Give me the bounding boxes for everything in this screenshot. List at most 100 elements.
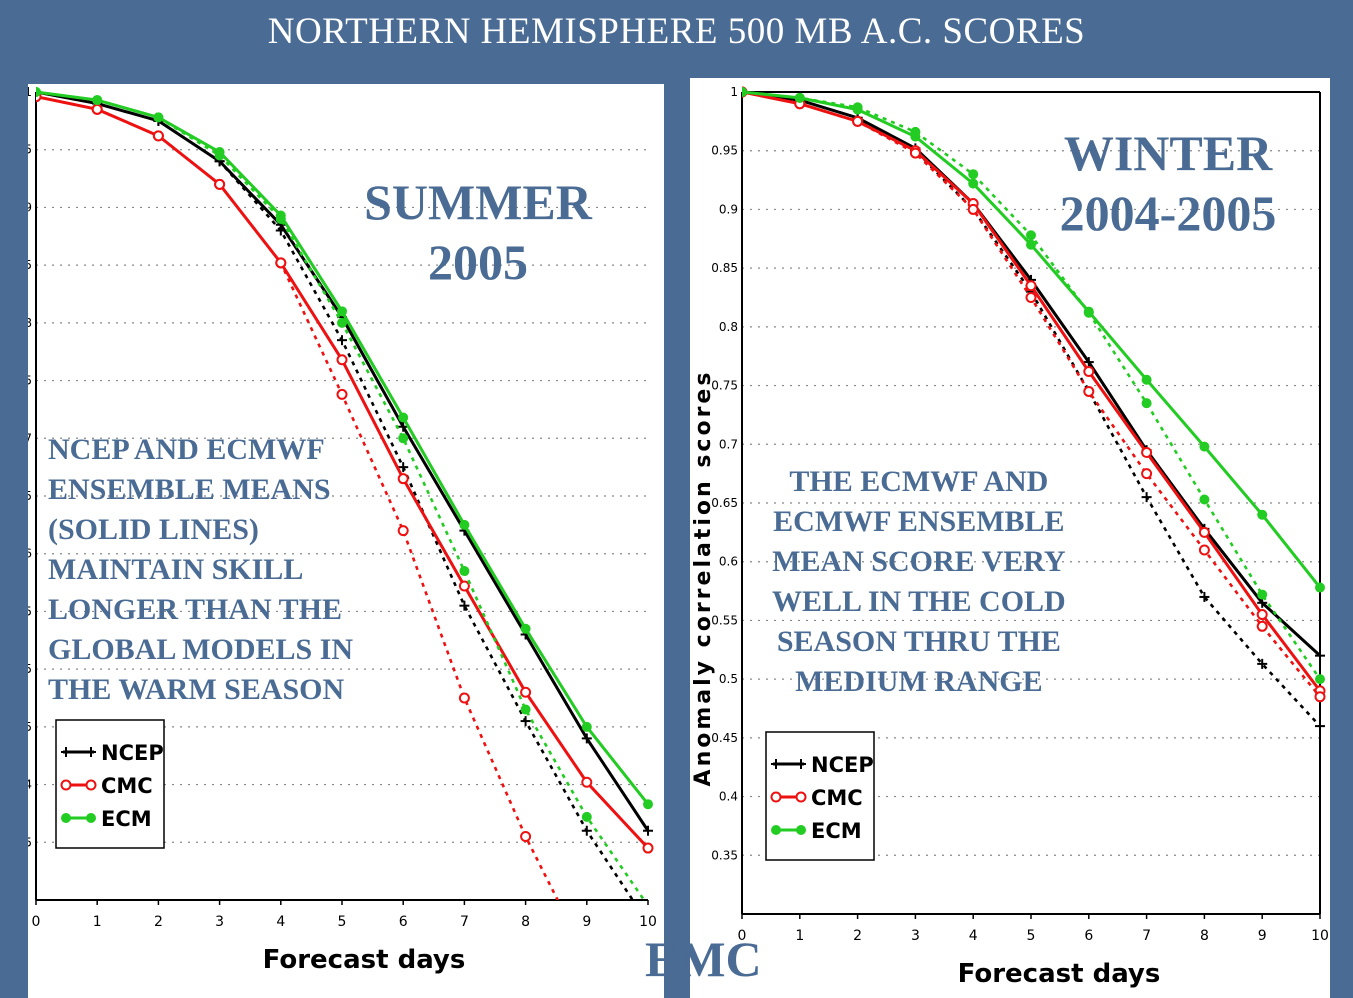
winter-xtick-label: 3 <box>911 928 920 944</box>
winter-ytick-label: 0.85 <box>711 261 738 275</box>
winter-point-ecm-solid <box>1199 441 1210 452</box>
winter-xtick-label: 9 <box>1258 928 1267 944</box>
summer-point-ecm-dotted <box>275 213 286 224</box>
winter-ytick-label: 0.6 <box>719 555 738 569</box>
summer-point-ncep-dotted <box>581 825 592 836</box>
winter-xtick-label: 10 <box>1311 928 1329 944</box>
summer-ytick-label: 0.55 <box>28 604 32 618</box>
winter-xtick-label: 1 <box>795 928 804 944</box>
summer-legend-marker-ncep <box>86 747 96 757</box>
summer-point-cmc-dotted <box>91 103 103 115</box>
summer-ytick-label: 0.95 <box>28 143 32 157</box>
winter-legend-label-ncep: NCEP <box>811 753 874 777</box>
summer-xtick-label: 4 <box>276 914 285 930</box>
winter-xtick-label: 7 <box>1142 928 1151 944</box>
summer-season-label-line2: 2005 <box>428 234 528 290</box>
summer-point-cmc-dotted <box>458 692 470 704</box>
winter-point-ecm-dotted <box>910 126 921 137</box>
summer-xtick-label: 8 <box>521 914 530 930</box>
summer-point-cmc-dotted <box>152 130 164 142</box>
winter-point-ecm-dotted <box>1257 589 1268 600</box>
summer-ytick-label: 0.65 <box>28 489 32 503</box>
summer-ytick-label: 0.5 <box>28 662 32 676</box>
summer-point-ncep-dotted <box>520 716 531 727</box>
winter-season-label: WINTER 2004-2005 <box>1038 123 1298 243</box>
summer-point-ncep-dotted <box>398 462 409 473</box>
summer-xtick-label: 1 <box>93 914 102 930</box>
winter-point-cmc-dotted <box>1025 292 1037 303</box>
summer-point-cmc-dotted <box>214 178 226 190</box>
winter-legend-marker-cmc <box>770 791 782 803</box>
summer-season-label-line1: SUMMER <box>364 174 592 230</box>
winter-point-ecm-solid <box>968 178 979 189</box>
summer-xtick-label: 7 <box>460 914 469 930</box>
summer-point-cmc-dotted <box>582 953 591 962</box>
summer-point-ncep-dotted <box>275 225 286 236</box>
winter-point-cmc-dotted <box>1141 468 1153 480</box>
summer-xtick-label: 3 <box>215 914 224 930</box>
winter-point-ecm-solid <box>1141 374 1152 385</box>
winter-point-ecm-dotted <box>1141 398 1152 409</box>
summer-xtick-label: 0 <box>32 914 41 930</box>
winter-point-ecm-dotted <box>1026 230 1036 241</box>
winter-chart-panel: 1 0.95 0.9 0.85 0.8 0.75 0.7 0.65 0.6 0.55 0.5 0.45… <box>690 78 1330 998</box>
summer-ytick-label: 0.4 <box>28 778 32 792</box>
winter-point-cmc-dotted <box>1256 620 1268 632</box>
slide-title: NORTHERN HEMISPHERE 500 MB A.C. SCORES <box>267 11 1086 52</box>
winter-point-ncep-solid <box>1315 650 1325 661</box>
summer-point-ecm-dotted <box>581 811 592 822</box>
winter-point-ncep-dotted <box>1141 492 1152 503</box>
summer-note: NCEP AND ECMWF ENSEMBLE MEANS (SOLID LIN… <box>48 433 354 706</box>
summer-ytick-label: 0.85 <box>28 258 32 272</box>
winter-legend-label-cmc: CMC <box>811 786 863 810</box>
winter-point-ecm-dotted <box>1083 307 1094 318</box>
emc-footer-label: EMC <box>645 931 762 987</box>
summer-point-ecm-solid <box>643 799 653 810</box>
winter-point-cmc-solid <box>1083 365 1095 377</box>
winter-series-group <box>742 86 1326 732</box>
winter-legend-marker-ecm <box>796 825 806 835</box>
summer-point-ncep-dotted <box>459 600 470 611</box>
winter-legend: NCEP CMC ECM <box>765 731 875 861</box>
summer-point-ecm-solid <box>398 412 409 423</box>
summer-point-ncep-dotted <box>337 335 347 346</box>
winter-point-ncep-dotted <box>1199 591 1210 602</box>
winter-ytick-label: 0.7 <box>719 437 738 451</box>
summer-legend: NCEP CMC ECM <box>55 719 165 849</box>
summer-point-ecm-solid <box>520 623 531 634</box>
summer-xtick-label: 10 <box>639 914 657 930</box>
winter-ytick-label: 0.8 <box>719 320 738 334</box>
winter-season-label-line1: WINTER <box>1063 125 1273 181</box>
summer-xlabel: Forecast days <box>263 945 466 975</box>
summer-ytick-label: 0.9 <box>28 200 32 214</box>
winter-point-cmc-solid <box>1198 526 1210 538</box>
summer-point-ecm-dotted <box>520 704 531 715</box>
winter-point-cmc-solid <box>1025 280 1037 292</box>
winter-point-ncep-dotted <box>1257 658 1268 669</box>
summer-series-group <box>36 87 654 962</box>
winter-ytick-label: 0.5 <box>719 672 738 686</box>
summer-point-ncep-solid <box>398 421 409 432</box>
winter-point-ecm-dotted <box>794 92 805 103</box>
summer-legend-label-ncep: NCEP <box>101 741 164 765</box>
winter-point-cmc-solid <box>1256 609 1268 621</box>
winter-point-ecm-dotted <box>968 169 979 180</box>
winter-point-ecm-dotted <box>852 102 863 113</box>
winter-xlabel: Forecast days <box>958 959 1161 989</box>
summer-xtick-label: 2 <box>154 914 163 930</box>
winter-point-ecm-solid <box>1026 239 1036 250</box>
winter-xtick-label: 2 <box>853 928 862 944</box>
winter-xtick-label: 6 <box>1084 928 1093 944</box>
winter-point-ecm-dotted <box>1315 674 1325 685</box>
winter-series-ncep-dotted <box>742 90 1321 727</box>
winter-point-ecm-dotted <box>1199 494 1210 505</box>
winter-point-cmc-dotted <box>967 203 979 215</box>
winter-point-ncep-dotted <box>1315 721 1325 732</box>
summer-ytick-label: 0.7 <box>28 431 32 445</box>
summer-point-ecm-dotted <box>36 87 41 97</box>
winter-xtick-label: 4 <box>969 928 978 944</box>
summer-ytick-label: 0.45 <box>28 720 32 734</box>
winter-legend-marker-ncep <box>796 759 806 769</box>
winter-point-cmc-dotted <box>909 147 921 159</box>
summer-legend-label-ecm: ECM <box>101 807 152 831</box>
